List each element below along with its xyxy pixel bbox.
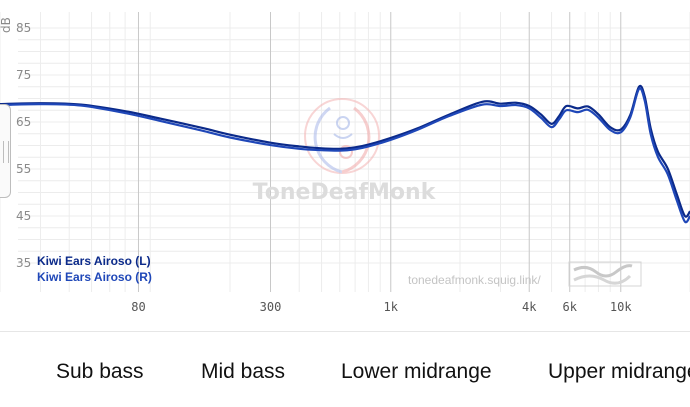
band-label-upper-midrange: Upper midrange [548, 360, 690, 383]
y-tick-label: 65 [16, 115, 31, 129]
x-tick-label: 1k [384, 300, 399, 314]
watermark: ToneDeafMonk [253, 180, 437, 205]
resize-handle[interactable] [0, 104, 11, 198]
band-label-lower-midrange: Lower midrange [341, 360, 492, 383]
x-tick-label: 6k [563, 300, 578, 314]
x-tick-label: 10k [610, 300, 632, 314]
site-label[interactable]: tonedeafmonk.squig.link/ [408, 273, 541, 287]
series-line-right[interactable] [0, 87, 690, 224]
y-tick-label: 55 [16, 162, 31, 176]
band-label-sub-bass: Sub bass [56, 360, 144, 383]
legend-entry[interactable]: Kiwi Ears Airoso (R) [37, 270, 152, 284]
tonedeafmonk-logo [304, 98, 380, 174]
x-tick-label: 300 [260, 300, 282, 314]
grip-icon [3, 141, 9, 163]
legend: Kiwi Ears Airoso (L) Kiwi Ears Airoso (R) [37, 254, 152, 284]
x-tick-label: 80 [131, 300, 145, 314]
squiggle-logo [568, 261, 642, 287]
grid [0, 12, 690, 292]
legend-entry[interactable]: Kiwi Ears Airoso (L) [37, 254, 151, 268]
series-lines [0, 84, 690, 224]
frequency-band-labels: Sub bass Mid bass Lower midrange Upper m… [0, 331, 690, 407]
y-tick-label: 45 [16, 209, 31, 223]
y-tick-label: 75 [16, 68, 31, 82]
x-tick-label: 4k [522, 300, 537, 314]
y-tick-label: 35 [16, 256, 31, 270]
frequency-response-chart: ToneDeafMonk 80 300 1k 4k 6k 10k 85 75 65 55 45 35 d… [0, 0, 690, 330]
y-tick-label: 85 [16, 21, 31, 35]
graph-canvas[interactable]: ToneDeafMonk 80 300 1k 4k 6k 10k 85 75 65 55 45 35 d… [0, 0, 690, 330]
band-label-mid-bass: Mid bass [201, 360, 286, 383]
y-axis-unit: dB [0, 17, 13, 33]
axis-ticks: 80 300 1k 4k 6k 10k 85 75 65 55 45 35 dB [0, 17, 632, 314]
